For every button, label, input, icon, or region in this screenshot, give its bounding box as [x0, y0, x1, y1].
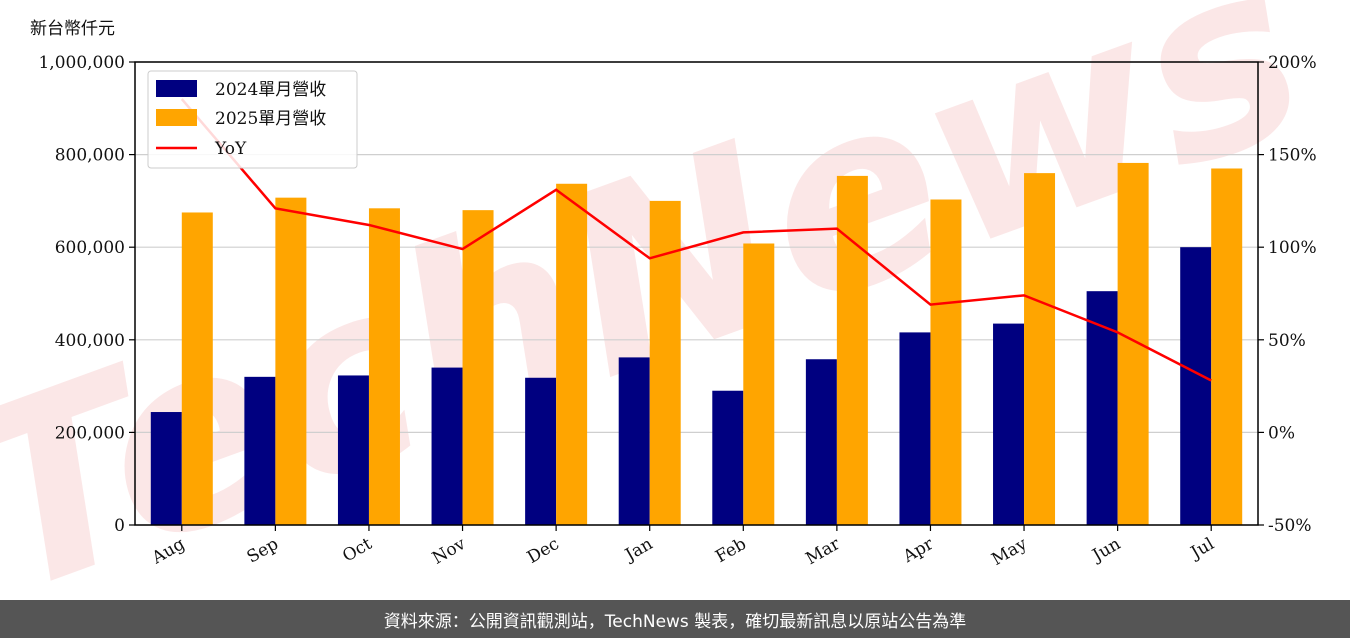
- x-tick-label: Nov: [429, 534, 469, 569]
- right-tick-label: 150%: [1268, 146, 1317, 166]
- left-tick-label: 400,000: [55, 331, 125, 351]
- bar-2024單月營收-May: [993, 323, 1025, 525]
- x-tick-label: Feb: [712, 534, 750, 567]
- x-tick-label: Apr: [899, 534, 938, 568]
- bar-2025單月營收-Feb: [743, 243, 775, 525]
- bar-2024單月營收-Oct: [337, 375, 369, 525]
- legend-label: YoY: [214, 139, 247, 159]
- bar-2025單月營收-Apr: [930, 199, 962, 526]
- left-tick-label: 1,000,000: [38, 53, 125, 73]
- x-tick-label: Jun: [1088, 534, 1125, 567]
- y-axis-unit-label: 新台幣仟元: [30, 19, 115, 39]
- bar-2025單月營收-Nov: [462, 210, 494, 525]
- bar-2025單月營收-Jul: [1211, 168, 1243, 526]
- legend-label: 2024單月營收: [215, 80, 326, 100]
- bar-2025單月營收-Mar: [836, 175, 868, 525]
- source-footer: 資料來源：公開資訊觀測站，TechNews 製表，確切最新訊息以原站公告為準: [0, 600, 1350, 638]
- legend-label: 2025單月營收: [215, 109, 326, 129]
- bar-2024單月營收-Mar: [805, 359, 837, 525]
- legend: 2024單月營收 2025單月營收 YoY: [147, 70, 358, 169]
- x-tick-label: Jan: [620, 534, 656, 566]
- bar-2024單月營收-Jul: [1180, 247, 1212, 525]
- bar-2024單月營收-Aug: [150, 412, 182, 525]
- bar-2025單月營收-Dec: [556, 183, 588, 526]
- bar-2024單月營收-Nov: [431, 367, 463, 525]
- left-tick-label: 0: [114, 516, 125, 536]
- left-tick-label: 600,000: [55, 238, 125, 258]
- legend-swatch: [156, 109, 197, 126]
- bar-2024單月營收-Dec: [525, 377, 557, 525]
- x-tick-label: Oct: [339, 534, 375, 567]
- bar-2025單月營收-Sep: [275, 197, 307, 525]
- bar-2024單月營收-Feb: [712, 390, 744, 525]
- legend-box: [147, 70, 358, 169]
- right-tick-label: 200%: [1268, 53, 1317, 73]
- bar-2025單月營收-Aug: [181, 212, 213, 525]
- bar-2024單月營收-Jan: [618, 357, 650, 525]
- yoy-line: [180, 98, 1212, 382]
- yoy-line-series: [180, 98, 1212, 382]
- x-tick-label: May: [988, 534, 1031, 570]
- x-tick-label: Jul: [1186, 534, 1218, 564]
- bar-2025單月營收-May: [1024, 173, 1056, 525]
- revenue-chart: TechNews 0200,000400,000600,000800,0001,…: [0, 0, 1338, 600]
- bar-2025單月營收-Jun: [1117, 162, 1149, 525]
- x-tick-label: Dec: [524, 534, 563, 568]
- bar-2025單月營收-Jan: [649, 200, 681, 525]
- right-tick-label: 0%: [1268, 423, 1295, 443]
- bar-2025單月營收-Oct: [368, 208, 400, 526]
- x-tick-label: Mar: [802, 534, 844, 570]
- right-tick-label: 100%: [1268, 238, 1317, 258]
- left-tick-label: 800,000: [55, 146, 125, 166]
- plot-frame: [134, 61, 1259, 526]
- right-tick-label: -50%: [1268, 516, 1312, 536]
- bar-series: [150, 162, 1243, 526]
- right-tick-label: 50%: [1268, 331, 1306, 351]
- legend-swatch: [156, 80, 197, 97]
- left-tick-label: 200,000: [55, 423, 125, 443]
- bar-2024單月營收-Apr: [899, 332, 931, 525]
- bar-2024單月營收-Sep: [244, 376, 276, 525]
